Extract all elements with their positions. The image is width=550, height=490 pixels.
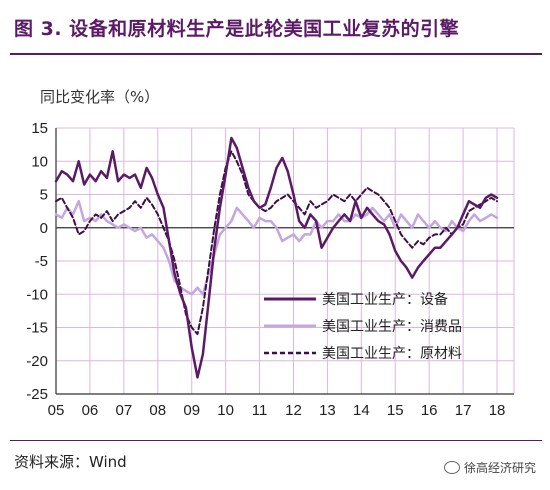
- footer-rule: [10, 440, 542, 441]
- legend-label-2: 美国工业生产：原材料: [322, 346, 462, 362]
- x-tick-label-12: 17: [455, 402, 472, 419]
- y-tick-label-7: -20: [26, 353, 48, 370]
- x-tick-label-0: 05: [48, 402, 65, 419]
- x-tick-label-7: 12: [285, 402, 302, 419]
- y-tick-label-0: 15: [31, 120, 48, 137]
- y-tick-label-5: -10: [26, 286, 48, 303]
- series-lines: [54, 136, 499, 379]
- legend-label-1: 美国工业生产：消费品: [322, 319, 462, 335]
- x-tick-label-3: 08: [149, 402, 166, 419]
- chart-title: 图 3. 设备和原材料生产是此轮美国工业复苏的引擎: [14, 18, 460, 40]
- legend-label-0: 美国工业生产：设备: [322, 291, 448, 308]
- x-tick-label-2: 07: [116, 402, 133, 419]
- series-line-0: [54, 136, 499, 379]
- x-tick-label-1: 06: [82, 402, 99, 419]
- title-rule: [10, 53, 542, 55]
- x-tick-label-11: 16: [421, 402, 438, 419]
- x-tick-label-13: 18: [489, 402, 506, 419]
- source-note: 资料来源：Wind: [14, 453, 127, 471]
- y-tick-label-2: 5: [40, 187, 48, 204]
- y-tick-label-3: 0: [40, 220, 48, 237]
- wechat-icon: [443, 461, 460, 474]
- y-axis-label: 同比变化率（%）: [40, 88, 160, 106]
- y-tick-label-6: -15: [26, 320, 48, 337]
- y-tick-label-4: -5: [35, 253, 48, 270]
- y-tick-label-8: -25: [26, 386, 48, 403]
- x-tick-label-10: 15: [387, 402, 404, 419]
- x-tick-label-6: 11: [252, 402, 268, 419]
- x-tick-label-5: 10: [217, 402, 234, 419]
- y-tick-label-1: 10: [31, 153, 48, 170]
- watermark: 徐高经济研究: [443, 459, 536, 476]
- series-line-2: [55, 150, 498, 336]
- watermark-text: 徐高经济研究: [463, 461, 536, 475]
- x-tick-label-8: 13: [319, 402, 336, 419]
- x-tick-label-9: 14: [353, 402, 370, 419]
- x-tick-label-4: 09: [183, 402, 200, 419]
- series-line-1: [54, 199, 499, 296]
